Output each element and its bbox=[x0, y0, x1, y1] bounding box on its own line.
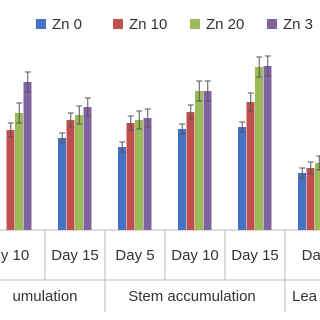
bar bbox=[238, 127, 246, 230]
x-tick-label: Day 10 bbox=[171, 247, 219, 264]
x-tick-label: Day 15 bbox=[231, 247, 279, 264]
error-bar bbox=[256, 56, 263, 78]
group-label: umulation bbox=[12, 288, 77, 305]
bar bbox=[15, 113, 23, 230]
x-tick-label: y 10 bbox=[1, 247, 29, 264]
legend-swatch bbox=[190, 19, 200, 29]
bar bbox=[203, 91, 212, 230]
error-bar bbox=[239, 121, 246, 133]
error-bar bbox=[127, 115, 134, 131]
legend-label: Zn 0 bbox=[52, 16, 82, 33]
error-bar bbox=[67, 112, 74, 128]
bar bbox=[186, 112, 195, 230]
error-bar bbox=[16, 102, 23, 124]
bar bbox=[315, 163, 320, 230]
error-bar bbox=[136, 110, 143, 130]
bar bbox=[83, 107, 92, 230]
legend-label: Zn 10 bbox=[129, 16, 167, 33]
error-bar bbox=[299, 167, 306, 179]
error-bar bbox=[24, 71, 31, 93]
legend-swatch bbox=[267, 19, 277, 29]
legend-label: Zn 20 bbox=[206, 16, 244, 33]
x-tick-label: Day 5 bbox=[115, 247, 154, 264]
legend-swatch bbox=[36, 19, 46, 29]
error-bar bbox=[316, 155, 320, 171]
error-bar bbox=[307, 161, 314, 175]
group-label: Stem accumulation bbox=[128, 288, 256, 305]
bar bbox=[23, 82, 32, 230]
error-bar bbox=[187, 104, 194, 120]
error-bar bbox=[84, 97, 91, 117]
error-bar bbox=[59, 132, 66, 144]
bar bbox=[6, 130, 15, 230]
error-bar bbox=[144, 108, 151, 128]
bar bbox=[255, 67, 263, 230]
bar bbox=[143, 118, 152, 230]
error-bar bbox=[204, 80, 211, 102]
bar bbox=[306, 168, 315, 230]
bar bbox=[58, 138, 66, 230]
bar bbox=[178, 129, 186, 230]
bar bbox=[118, 147, 126, 230]
error-bar bbox=[76, 105, 83, 125]
bar bbox=[195, 91, 203, 230]
legend-swatch bbox=[113, 19, 123, 29]
legend-label: Zn 3 bbox=[283, 16, 313, 33]
error-bar bbox=[196, 80, 203, 102]
bar bbox=[135, 120, 143, 230]
x-tick-label: Day 15 bbox=[51, 247, 99, 264]
error-bar bbox=[7, 122, 14, 138]
bar bbox=[246, 102, 255, 230]
error-bar bbox=[179, 123, 186, 135]
group-label: Lea bbox=[292, 288, 318, 305]
bar bbox=[263, 66, 272, 230]
bar bbox=[126, 123, 135, 230]
x-tick-label: Day bbox=[302, 247, 320, 264]
error-bar bbox=[247, 92, 254, 112]
error-bar bbox=[119, 141, 126, 153]
bar bbox=[75, 115, 83, 230]
bar bbox=[66, 120, 75, 230]
bar bbox=[298, 173, 306, 230]
error-bar bbox=[264, 55, 271, 77]
